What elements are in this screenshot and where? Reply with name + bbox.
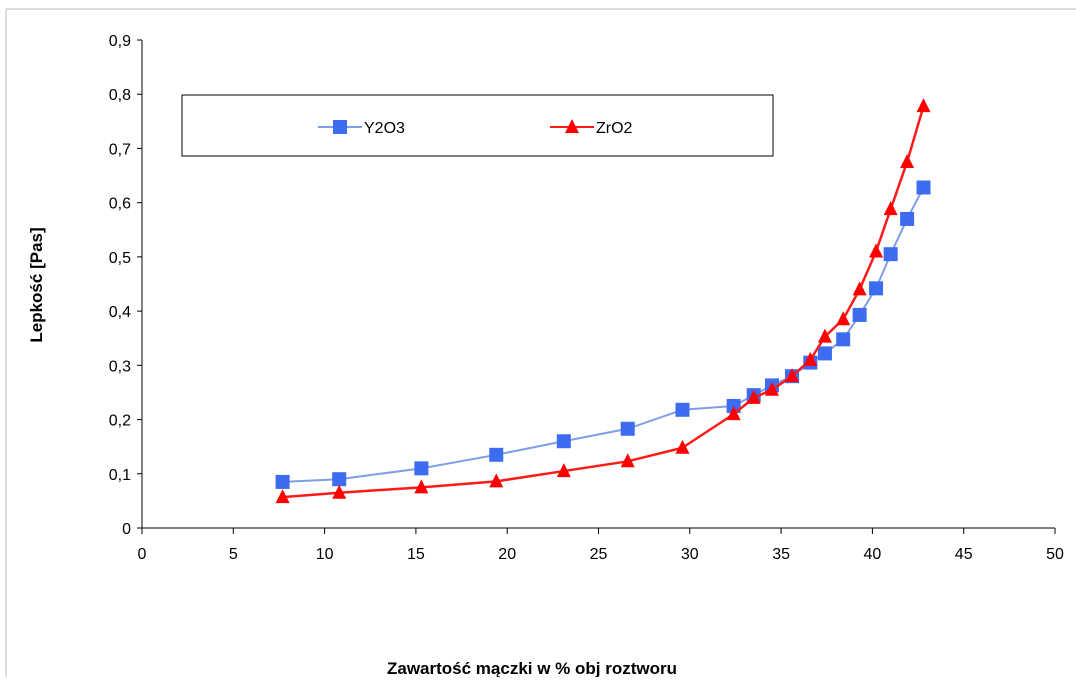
legend-items: Y2O3 ZrO2 — [318, 119, 633, 137]
y-tick-label: 0,5 — [109, 250, 131, 267]
data-point-y2o3 — [489, 447, 504, 462]
data-point-zro2 — [332, 484, 347, 499]
x-tick-label: 5 — [229, 546, 238, 563]
data-point-zro2 — [916, 98, 931, 113]
data-point-y2o3 — [556, 434, 571, 449]
legend-label-zro2: ZrO2 — [596, 120, 633, 137]
x-tick-label: 10 — [316, 546, 334, 563]
data-point-zro2 — [726, 406, 741, 421]
data-point-zro2 — [746, 389, 761, 404]
data-point-zro2 — [869, 243, 884, 258]
data-point-zro2 — [817, 328, 832, 343]
x-tick-label: 0 — [138, 546, 147, 563]
x-tick-label: 30 — [681, 546, 699, 563]
y-tick-label: 0 — [122, 521, 131, 538]
legend-box — [181, 94, 774, 157]
data-point-zro2 — [620, 453, 635, 468]
data-point-y2o3 — [726, 399, 741, 413]
data-point-zro2 — [414, 479, 429, 494]
legend: Y2O3 ZrO2 — [181, 94, 774, 157]
x-tick-label: 35 — [772, 546, 790, 563]
y-tick-label: 0,4 — [109, 304, 131, 321]
data-point-zro2 — [785, 368, 800, 383]
series-line-zro2 — [282, 105, 925, 499]
data-point-y2o3 — [900, 211, 915, 226]
data-point-y2o3 — [817, 346, 832, 361]
y-axis-title: Lepkość [Pas] — [27, 227, 46, 342]
data-point-y2o3 — [620, 421, 635, 436]
plot-area: 0 0,1 0,2 0,3 0,4 0,5 0,6 0,7 0,8 0,9 0 5 10 15 20 25 30… — [109, 33, 1064, 563]
data-point-zro2 — [836, 311, 851, 326]
data-point-zro2 — [275, 489, 290, 504]
x-tick-label: 25 — [590, 546, 608, 563]
data-point-y2o3 — [916, 180, 931, 195]
legend-marker-zro2 — [565, 119, 579, 133]
data-point-zro2 — [556, 463, 571, 478]
x-tick-label: 15 — [407, 546, 425, 563]
data-point-zro2 — [675, 439, 690, 454]
y-tick-label: 0,6 — [109, 196, 131, 213]
x-tick-label: 40 — [864, 546, 882, 563]
data-point-zro2 — [803, 351, 818, 366]
y-tick-label: 0,3 — [109, 358, 131, 375]
y-tick-label: 0,2 — [109, 413, 131, 430]
x-axis-title: Zawartość mączki w % obj roztworu — [387, 659, 677, 677]
x-tick-label: 45 — [955, 546, 973, 563]
legend-label-y2o3: Y2O3 — [364, 120, 405, 137]
y-tick-label: 0,9 — [109, 33, 131, 50]
data-point-y2o3 — [852, 307, 867, 322]
data-point-zro2 — [852, 281, 867, 296]
data-point-y2o3 — [883, 247, 898, 262]
data-point-zro2 — [764, 381, 779, 396]
legend-marker-y2o3 — [333, 120, 347, 134]
x-tick-label: 50 — [1046, 546, 1064, 563]
data-point-zro2 — [883, 201, 898, 216]
data-point-zro2 — [489, 473, 504, 488]
y-tick-label: 0,8 — [109, 87, 131, 104]
data-point-y2o3 — [332, 472, 347, 487]
data-point-zro2 — [900, 154, 915, 168]
y-tick-label: 0,1 — [109, 467, 131, 484]
data-point-y2o3 — [869, 281, 884, 296]
x-tick-label: 20 — [498, 546, 516, 563]
data-point-y2o3 — [675, 402, 690, 417]
y-tick-label: 0,7 — [109, 141, 131, 158]
data-point-y2o3 — [414, 461, 429, 476]
data-point-y2o3 — [836, 332, 851, 347]
data-point-y2o3 — [275, 474, 290, 489]
